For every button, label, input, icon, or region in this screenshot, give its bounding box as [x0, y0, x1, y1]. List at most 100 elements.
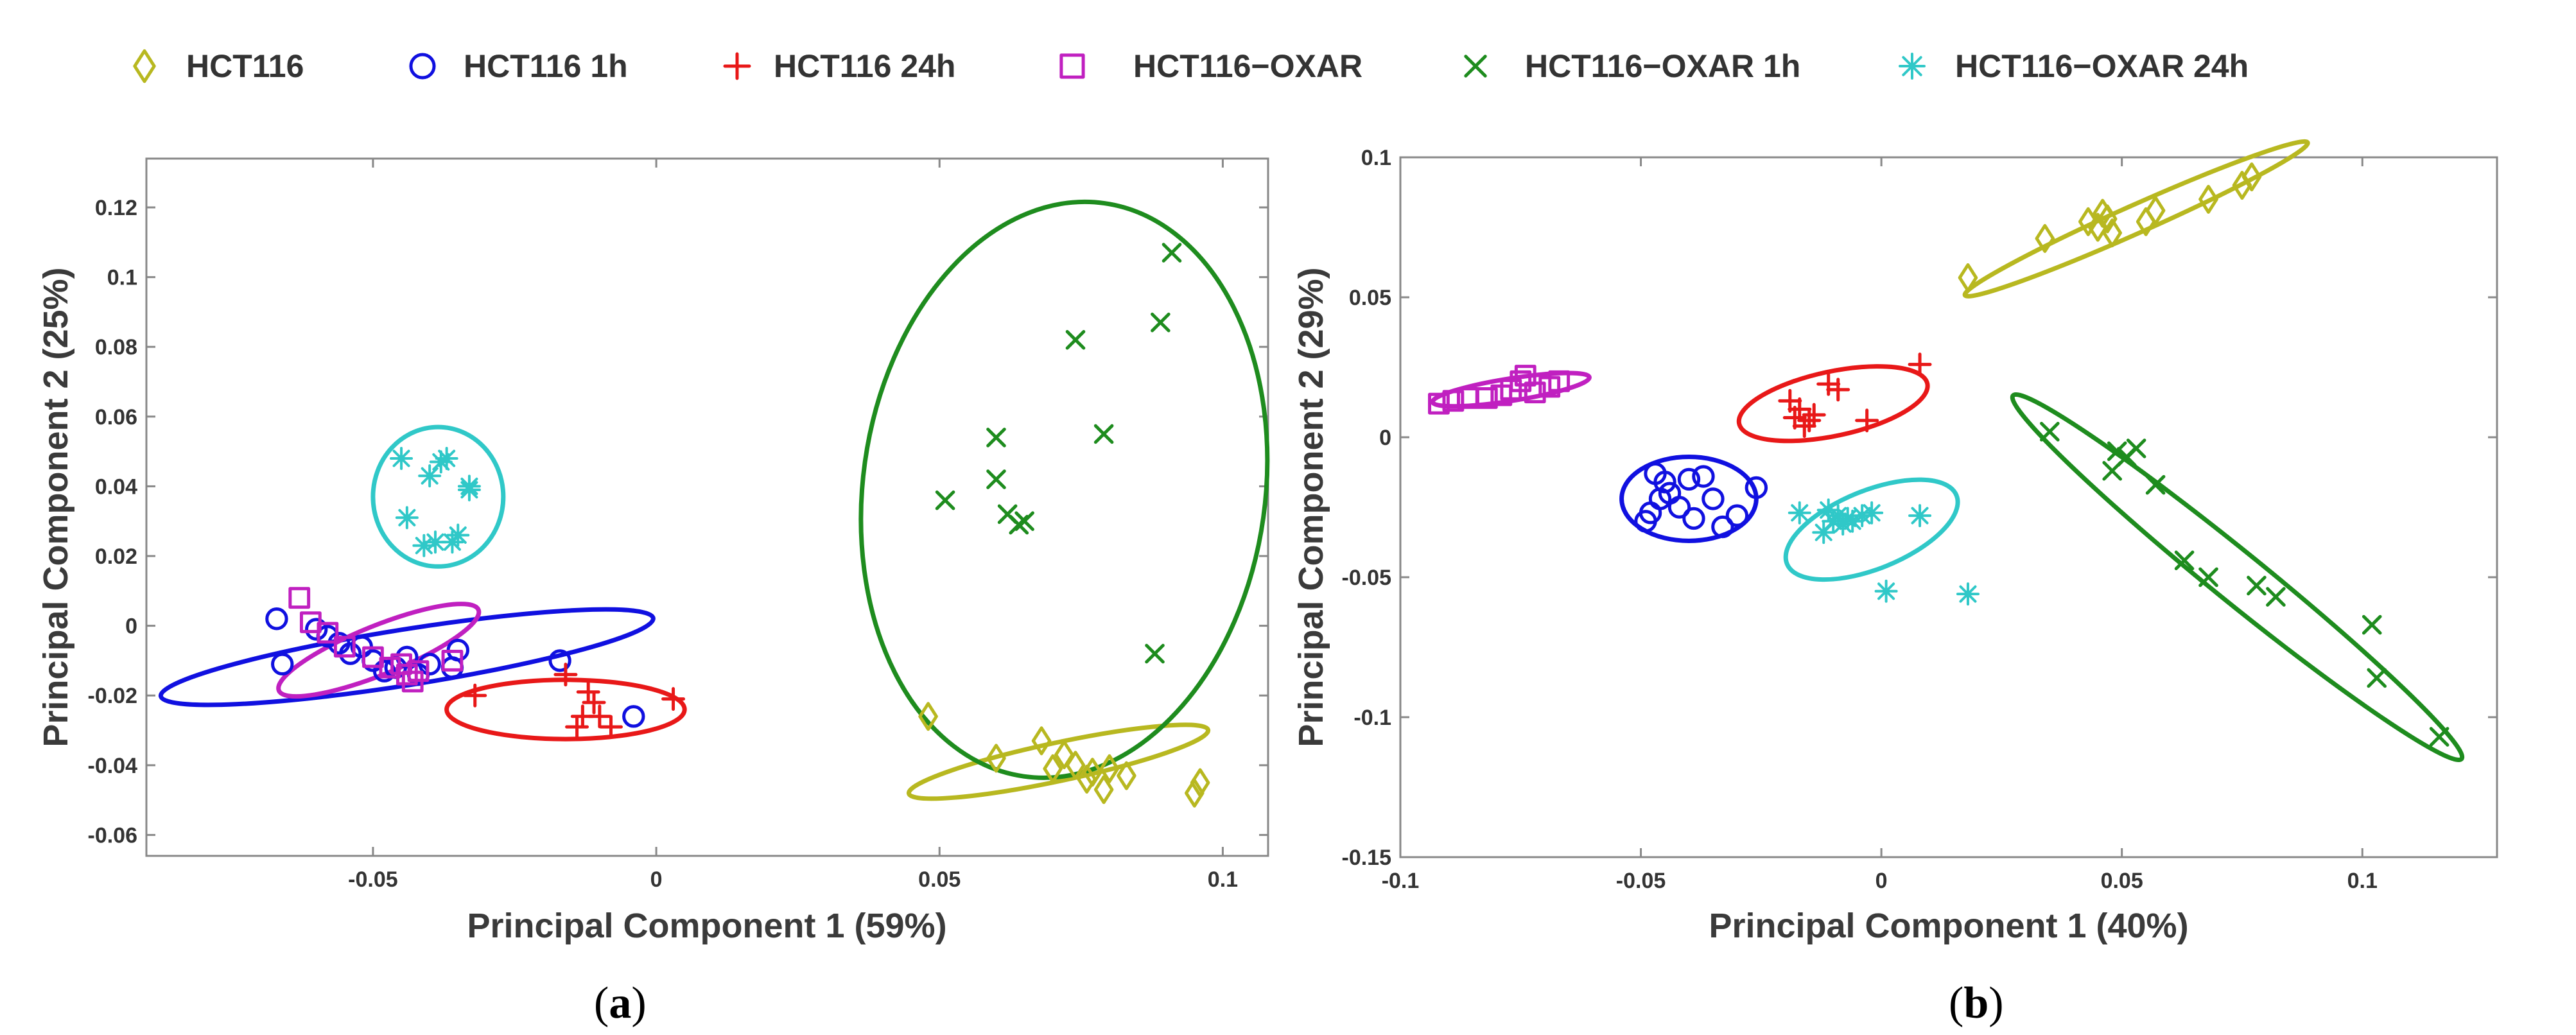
x-tick-label: -0.05 — [1616, 869, 1666, 893]
data-point-oxar-1h — [1145, 643, 1165, 664]
legend-marker-circle — [409, 53, 436, 80]
data-point-oxar-24h — [457, 478, 481, 501]
data-point-oxar-24h — [1956, 582, 1980, 606]
data-point-hct116-24h — [587, 704, 612, 729]
confidence-ellipse-oxar-1h — [858, 199, 1270, 780]
data-point-hct116-1h — [1745, 476, 1768, 500]
data-point-oxar-24h — [418, 464, 442, 488]
panel-label: (b) — [1949, 978, 2004, 1028]
data-point-oxar — [396, 663, 418, 686]
x-tick-label: 0.1 — [1208, 867, 1238, 892]
data-point-hct116 — [1054, 740, 1074, 770]
panel-label-letter: b — [1963, 978, 1989, 1028]
data-point-oxar-1h — [2145, 474, 2166, 495]
data-point-hct116-1h — [304, 618, 328, 641]
data-point-oxar-1h — [2429, 727, 2450, 747]
data-point-hct116 — [2102, 218, 2123, 248]
panel-label: (a) — [594, 978, 647, 1028]
data-point-hct116-1h — [338, 642, 362, 665]
x-tick-label: 0.05 — [918, 867, 961, 892]
panel-label-letter: a — [609, 978, 631, 1028]
legend-label-hct116-oxar-24h: HCT116−OXAR 24h — [1955, 48, 2249, 84]
data-point-oxar — [1510, 370, 1532, 392]
data-point-hct116 — [2241, 162, 2262, 192]
data-point-hct116-24h — [1802, 403, 1826, 427]
data-point-oxar-1h — [2367, 668, 2387, 688]
legend-entry-hct116-oxar: HCT116−OXAR — [1059, 48, 1362, 84]
data-point-oxar — [1428, 392, 1450, 415]
data-point-oxar-1h — [2198, 567, 2218, 587]
panel-label-close: ) — [1989, 978, 2003, 1028]
confidence-ellipse-hct116-1h — [158, 607, 656, 708]
legend-marker-diamond — [133, 49, 156, 83]
y-tick-label: 0.12 — [95, 196, 137, 220]
data-point-hct116 — [1184, 778, 1205, 808]
legend-entry-hct116-1h: HCT116 1h — [409, 48, 628, 84]
data-point-oxar — [288, 587, 311, 609]
x-tick-label: -0.05 — [348, 867, 398, 892]
data-point-oxar — [1524, 381, 1546, 404]
data-point-oxar-1h — [2107, 441, 2127, 462]
panel-label-open: ( — [594, 978, 609, 1028]
legend-label-hct116: HCT116 — [186, 48, 304, 84]
data-point-hct116-24h — [661, 687, 686, 711]
y-tick-label: 0.08 — [95, 335, 137, 360]
data-point-hct116-24h — [599, 715, 623, 739]
data-point-hct116 — [1093, 775, 1114, 805]
data-point-oxar-1h — [1014, 511, 1034, 532]
data-point-hct116-1h — [271, 652, 294, 676]
legend-entry-hct116: HCT116 — [133, 48, 304, 84]
plot-area-frame — [1399, 156, 2498, 858]
legend-entry-hct116-oxar-24h: HCT116−OXAR 24h — [1899, 48, 2249, 84]
plot-area-frame — [145, 157, 1269, 857]
y-tick-label: 0.1 — [107, 266, 137, 290]
data-point-hct116 — [2145, 196, 2166, 225]
panel-label-open: ( — [1949, 978, 1963, 1028]
legend-entry-hct116-oxar-1h: HCT116−OXAR 1h — [1464, 48, 1800, 84]
y-tick-label: -0.05 — [1342, 566, 1392, 590]
data-point-hct116-24h — [1826, 378, 1850, 402]
data-point-hct116-1h — [1701, 487, 1725, 510]
ellipse-layer — [158, 199, 1270, 801]
data-point-oxar-24h — [1860, 501, 1884, 525]
y-axis-title: Principal Component 2 (25%) — [37, 267, 75, 747]
data-point-oxar-1h — [2126, 439, 2146, 458]
data-point-oxar-24h — [412, 534, 436, 557]
data-point-hct116-24h — [582, 690, 606, 715]
data-point-hct116-1h — [1692, 465, 1715, 488]
data-point-oxar-24h — [390, 446, 413, 470]
data-point-oxar-24h — [1812, 521, 1836, 544]
y-tick-label: -0.1 — [1353, 706, 1391, 730]
data-point-hct116 — [2198, 184, 2218, 214]
data-point-hct116 — [1043, 754, 1063, 783]
point-layer — [265, 243, 1210, 808]
data-point-hct116-1h — [1711, 515, 1734, 539]
confidence-ellipse-oxar-1h — [2010, 392, 2465, 763]
data-point-hct116 — [1958, 263, 1978, 292]
data-point-oxar-24h — [423, 530, 447, 554]
data-point-oxar-1h — [2266, 587, 2286, 607]
tick-layer: -0.1 -0.05 0 0.05 0.10.10.050-0.05-0.1-0.15 — [1342, 146, 2497, 893]
y-tick-label: 0.05 — [1349, 286, 1391, 310]
data-point-oxar-1h — [935, 490, 955, 510]
data-point-hct116-24h — [1788, 397, 1812, 421]
data-point-oxar — [1548, 370, 1571, 392]
legend-marker-square — [1059, 53, 1085, 79]
y-tick-label: 0 — [1379, 426, 1391, 450]
data-point-hct116-1h — [1677, 467, 1701, 491]
legend-marker-x — [1464, 55, 1487, 78]
confidence-ellipse-hct116-24h — [1736, 364, 1930, 444]
y-tick-label: -0.04 — [88, 754, 138, 778]
data-point-hct116-24h — [1908, 352, 1932, 377]
data-point-hct116 — [1099, 754, 1120, 783]
data-point-hct116-24h — [1855, 408, 1879, 433]
y-tick-label: 0 — [125, 614, 137, 639]
x-tick-label: 0.1 — [2347, 869, 2378, 893]
data-point-hct116-1h — [1667, 496, 1691, 519]
data-point-hct116-1h — [418, 652, 441, 676]
data-point-oxar-24h — [1816, 498, 1840, 522]
confidence-ellipse-oxar-24h — [1783, 477, 1960, 582]
data-point-oxar-1h — [1065, 330, 1086, 350]
confidence-ellipse-oxar — [1430, 370, 1592, 409]
